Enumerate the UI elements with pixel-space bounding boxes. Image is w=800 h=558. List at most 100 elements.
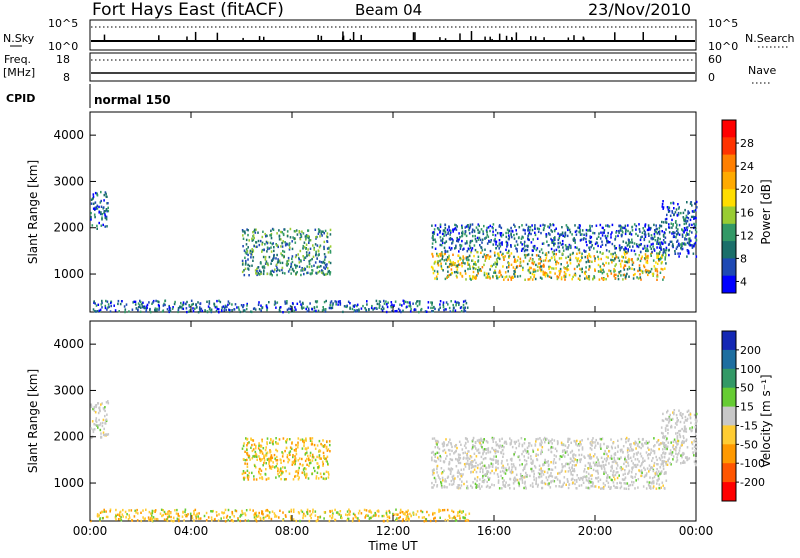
radar-cell (600, 224, 602, 226)
radar-cell (294, 455, 296, 457)
radar-cell (515, 468, 517, 470)
radar-cell (469, 464, 471, 466)
radar-cell (186, 301, 188, 303)
radar-cell (274, 269, 276, 271)
radar-cell (587, 480, 589, 482)
radar-cell (494, 254, 496, 256)
radar-cell (282, 262, 284, 264)
radar-cell (261, 477, 263, 479)
radar-cell (509, 487, 511, 489)
radar-cell (106, 414, 108, 416)
radar-cell (431, 459, 433, 461)
radar-cell (482, 475, 484, 477)
radar-cell (469, 275, 471, 277)
radar-cell (558, 276, 560, 278)
radar-cell (140, 311, 142, 313)
radar-cell (223, 305, 225, 307)
radar-cell (578, 249, 580, 251)
radar-cell (647, 229, 649, 231)
radar-cell (659, 251, 661, 253)
radar-cell (207, 310, 209, 312)
radar-cell (258, 512, 260, 514)
radar-cell (260, 473, 262, 475)
radar-cell (554, 439, 556, 441)
radar-cell (444, 224, 446, 226)
radar-cell (378, 515, 380, 517)
radar-cell (547, 471, 549, 473)
radar-cell (315, 514, 317, 516)
radar-cell (563, 250, 565, 252)
radar-cell (535, 483, 537, 485)
radar-cell (328, 476, 330, 478)
radar-cell (484, 249, 486, 251)
radar-cell (541, 439, 543, 441)
radar-cell (498, 252, 500, 254)
radar-cell (268, 301, 270, 303)
radar-cell (680, 462, 682, 464)
radar-cell (325, 230, 327, 232)
radar-cell (600, 448, 602, 450)
radar-cell (154, 518, 156, 520)
radar-cell (90, 427, 92, 429)
radar-cell (279, 235, 281, 237)
radar-cell (525, 486, 527, 488)
radar-cell (491, 463, 493, 465)
radar-cell (666, 247, 668, 249)
radar-cell (260, 262, 262, 264)
radar-cell (477, 485, 479, 487)
radar-cell (242, 234, 244, 236)
radar-cell (449, 449, 451, 451)
radar-cell (693, 253, 695, 255)
radar-cell (555, 466, 557, 468)
radar-cell (458, 240, 460, 242)
radar-cell (650, 448, 652, 450)
radar-cell (244, 230, 246, 232)
radar-cell (374, 307, 376, 309)
radar-cell (475, 465, 477, 467)
radar-cell (452, 229, 454, 231)
radar-cell (636, 225, 638, 227)
radar-cell (300, 259, 302, 261)
radar-cell (458, 453, 460, 455)
radar-cell (466, 302, 468, 304)
radar-cell (298, 467, 300, 469)
radar-cell (280, 458, 282, 460)
radar-cell (546, 241, 548, 243)
noise-panel: N.Sky 10^5 10^0 10^5 10^0 N.Search (3, 17, 795, 53)
radar-cell (440, 226, 442, 228)
radar-cell (272, 461, 274, 463)
radar-cell (384, 303, 386, 305)
radar-cell (172, 308, 174, 310)
radar-cell (535, 234, 537, 236)
radar-cell (668, 211, 670, 213)
radar-cell (516, 447, 518, 449)
radar-cell (481, 446, 483, 448)
cpid-value: normal 150 (94, 93, 171, 107)
radar-cell (260, 240, 262, 242)
radar-cell (643, 265, 645, 267)
radar-cell (305, 237, 307, 239)
radar-cell (609, 488, 611, 490)
radar-cell (322, 306, 324, 308)
radar-cell (663, 276, 665, 278)
radar-cell (466, 259, 468, 261)
radar-cell (560, 455, 562, 457)
radar-cell (513, 273, 515, 275)
radar-cell (523, 229, 525, 231)
radar-cell (622, 451, 624, 453)
radar-cell (308, 309, 310, 311)
radar-cell (441, 467, 443, 469)
radar-cell (472, 247, 474, 249)
radar-cell (514, 451, 516, 453)
radar-cell (553, 224, 555, 226)
radar-cell (313, 248, 315, 250)
radar-cell (92, 429, 94, 431)
radar-cell (152, 510, 154, 512)
power-colorbar-label: Power [dB] (759, 179, 773, 244)
noise-sky-label: N.Sky (3, 32, 35, 45)
radar-cell (589, 225, 591, 227)
radar-cell (617, 451, 619, 453)
radar-cell (497, 473, 499, 475)
radar-cell (614, 245, 616, 247)
radar-cell (297, 446, 299, 448)
